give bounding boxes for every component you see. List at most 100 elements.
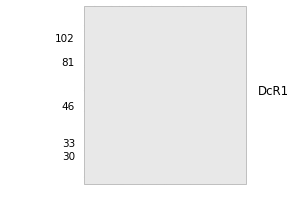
Point	[149, 166, 154, 169]
Point	[196, 6, 201, 9]
Point	[146, 21, 151, 25]
Point	[126, 25, 131, 28]
Point	[156, 76, 161, 80]
Point	[156, 136, 161, 139]
Point	[227, 61, 232, 64]
Point	[209, 38, 214, 41]
Point	[237, 64, 242, 67]
Point	[223, 89, 228, 92]
Point	[147, 156, 152, 159]
Point	[131, 166, 136, 170]
Point	[97, 55, 101, 58]
Point	[199, 178, 204, 181]
Point	[197, 173, 202, 177]
Point	[113, 88, 118, 91]
Point	[220, 74, 224, 77]
Point	[126, 91, 130, 94]
Point	[136, 70, 141, 73]
Point	[86, 142, 91, 145]
Point	[97, 111, 102, 114]
Point	[169, 179, 174, 182]
Point	[232, 158, 237, 161]
Point	[137, 111, 142, 114]
Point	[162, 85, 167, 88]
Point	[118, 162, 123, 165]
Point	[156, 91, 161, 94]
Point	[84, 164, 88, 167]
Point	[125, 61, 130, 64]
Point	[164, 118, 169, 121]
Point	[210, 50, 215, 54]
Point	[242, 147, 246, 151]
Point	[155, 33, 160, 37]
Point	[223, 40, 228, 44]
Point	[165, 93, 170, 97]
Point	[206, 7, 210, 10]
Point	[106, 57, 111, 61]
Point	[88, 12, 92, 15]
Point	[182, 5, 187, 8]
Point	[129, 87, 134, 90]
Point	[190, 58, 194, 62]
Point	[82, 77, 87, 80]
Point	[234, 121, 239, 124]
Point	[210, 57, 215, 61]
Point	[236, 54, 241, 58]
Point	[94, 22, 99, 25]
Point	[106, 75, 111, 78]
Point	[194, 88, 199, 91]
Point	[149, 108, 154, 111]
Point	[137, 167, 142, 170]
Point	[180, 20, 185, 23]
Point	[204, 40, 208, 43]
Point	[171, 79, 176, 82]
Point	[121, 90, 126, 93]
Point	[193, 82, 198, 85]
Point	[106, 163, 111, 167]
Point	[152, 35, 157, 39]
Point	[186, 8, 190, 11]
Point	[146, 142, 151, 146]
Point	[182, 62, 187, 65]
Point	[198, 10, 203, 13]
Point	[124, 176, 128, 179]
Point	[178, 155, 183, 158]
Point	[118, 107, 122, 110]
Point	[212, 162, 217, 166]
Point	[152, 129, 156, 133]
Point	[84, 181, 89, 184]
Point	[226, 99, 231, 103]
Point	[152, 96, 157, 99]
Point	[224, 101, 228, 104]
Point	[120, 152, 125, 155]
Point	[115, 60, 120, 63]
Point	[99, 67, 104, 70]
Point	[111, 136, 116, 139]
Point	[131, 109, 136, 112]
Point	[213, 181, 218, 184]
Point	[210, 35, 215, 38]
Point	[149, 4, 154, 8]
Point	[101, 111, 106, 114]
Point	[171, 130, 176, 134]
Point	[233, 36, 238, 39]
Point	[126, 28, 131, 31]
Point	[184, 109, 189, 112]
Point	[129, 108, 134, 112]
Point	[162, 166, 167, 169]
Point	[211, 35, 216, 38]
Point	[195, 167, 200, 170]
Point	[113, 163, 118, 167]
Point	[156, 80, 161, 84]
Point	[236, 181, 241, 184]
Point	[126, 154, 130, 158]
Point	[223, 30, 228, 33]
Point	[106, 181, 110, 184]
Point	[239, 34, 244, 37]
Point	[84, 176, 89, 179]
Point	[226, 48, 231, 51]
Point	[231, 124, 236, 127]
Point	[206, 147, 210, 151]
Point	[108, 16, 113, 19]
Point	[182, 76, 187, 79]
